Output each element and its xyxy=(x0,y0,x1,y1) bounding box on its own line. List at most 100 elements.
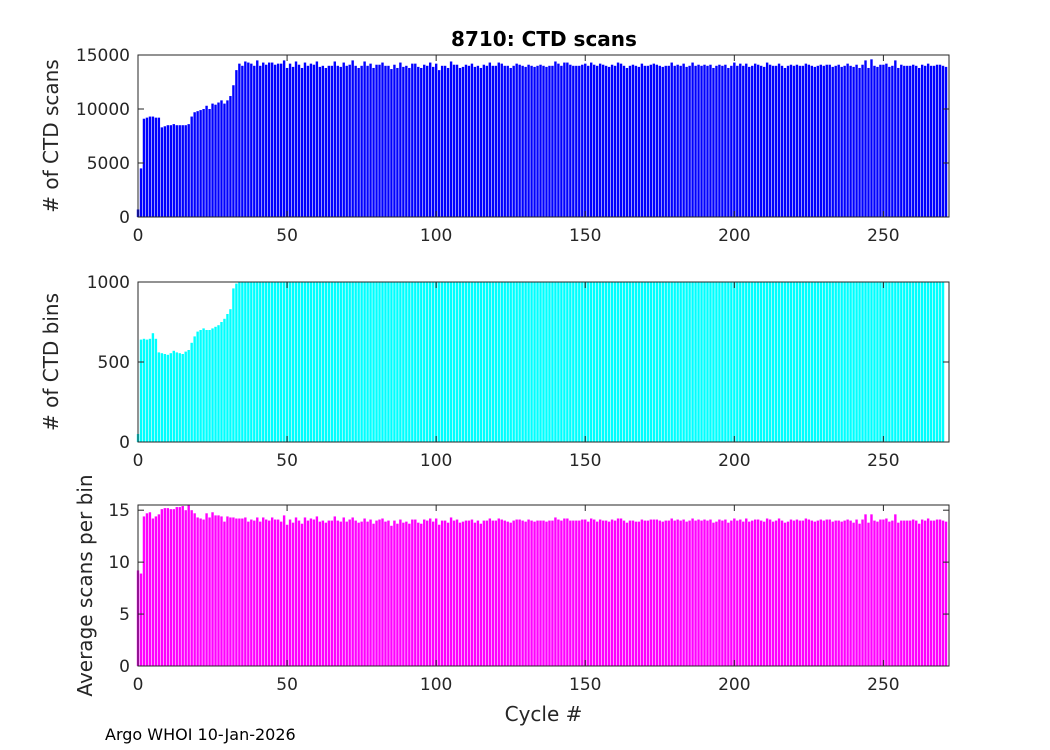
bar xyxy=(327,282,331,442)
bar xyxy=(199,110,202,217)
bar xyxy=(488,282,492,442)
bar xyxy=(217,515,220,666)
bar xyxy=(181,354,184,442)
bar xyxy=(434,282,438,442)
bar xyxy=(721,520,724,666)
bar xyxy=(715,65,718,217)
bar xyxy=(491,520,495,666)
bar xyxy=(712,67,715,218)
bar xyxy=(938,64,942,217)
bar xyxy=(208,517,211,666)
y-tick-label: 15 xyxy=(108,501,130,521)
bar xyxy=(721,282,724,442)
bar xyxy=(795,64,799,217)
y-tick-label: 0 xyxy=(119,657,130,677)
x-tick-label: 100 xyxy=(420,451,452,471)
bar xyxy=(461,282,465,442)
x-tick-label: 200 xyxy=(718,226,750,246)
bar xyxy=(503,282,506,442)
bar xyxy=(417,66,420,217)
bar xyxy=(384,521,387,666)
bar xyxy=(592,64,596,217)
bar xyxy=(506,65,509,217)
bar xyxy=(545,521,548,666)
bar xyxy=(840,66,843,217)
bar xyxy=(819,282,822,442)
bar xyxy=(873,520,876,666)
bar xyxy=(163,354,167,442)
bar xyxy=(685,66,688,217)
bar xyxy=(748,282,751,442)
bar xyxy=(679,520,682,666)
bar xyxy=(262,282,265,442)
bar xyxy=(801,282,805,442)
bar xyxy=(420,67,423,218)
bar xyxy=(920,64,924,217)
bar xyxy=(426,65,429,217)
bar xyxy=(327,65,331,217)
bar xyxy=(497,62,500,218)
bar xyxy=(768,282,772,442)
bar xyxy=(202,109,205,217)
bar-series xyxy=(136,282,945,442)
bar xyxy=(789,519,793,666)
bar xyxy=(193,513,196,666)
bar xyxy=(676,282,679,442)
bar xyxy=(348,519,351,666)
bar xyxy=(303,517,307,666)
bar xyxy=(315,516,319,666)
bar xyxy=(533,521,536,666)
bar xyxy=(706,520,709,666)
bar xyxy=(426,520,429,666)
bar xyxy=(941,520,945,666)
bar xyxy=(798,282,802,442)
bar xyxy=(867,522,870,666)
bar xyxy=(932,282,936,442)
bar xyxy=(810,282,814,442)
bar xyxy=(888,282,891,442)
bar xyxy=(539,520,542,666)
bar xyxy=(587,65,590,217)
bar xyxy=(575,65,578,217)
bar xyxy=(700,65,703,217)
bar xyxy=(190,510,193,666)
bar xyxy=(342,282,345,442)
bar xyxy=(259,282,262,442)
bar xyxy=(771,521,775,666)
bar xyxy=(849,65,852,217)
bar xyxy=(685,521,688,666)
bar xyxy=(551,520,554,666)
bar xyxy=(756,282,760,442)
bar xyxy=(837,282,840,442)
bar xyxy=(906,520,909,666)
bar xyxy=(616,518,620,666)
bar xyxy=(807,519,811,666)
bar xyxy=(852,66,855,217)
bar xyxy=(846,63,849,217)
bar xyxy=(637,282,641,442)
bar xyxy=(327,520,331,666)
bar xyxy=(369,63,372,217)
bar xyxy=(381,62,384,218)
bar xyxy=(223,318,226,442)
bar xyxy=(193,336,196,442)
bar xyxy=(408,67,411,218)
bar xyxy=(849,520,852,666)
bar xyxy=(688,282,691,442)
bar xyxy=(339,282,342,442)
bar xyxy=(783,282,787,442)
bar xyxy=(452,520,456,666)
bar xyxy=(885,63,888,217)
bar xyxy=(527,64,530,217)
bar xyxy=(903,65,906,217)
y-axis-label: # of CTD scans xyxy=(39,59,63,212)
bar xyxy=(521,282,524,442)
bar xyxy=(238,518,241,666)
bar xyxy=(917,523,921,666)
bar xyxy=(482,520,486,666)
bar xyxy=(339,66,342,217)
bar xyxy=(810,520,814,666)
bar xyxy=(789,282,793,442)
bar xyxy=(825,519,828,666)
bar xyxy=(357,67,360,218)
